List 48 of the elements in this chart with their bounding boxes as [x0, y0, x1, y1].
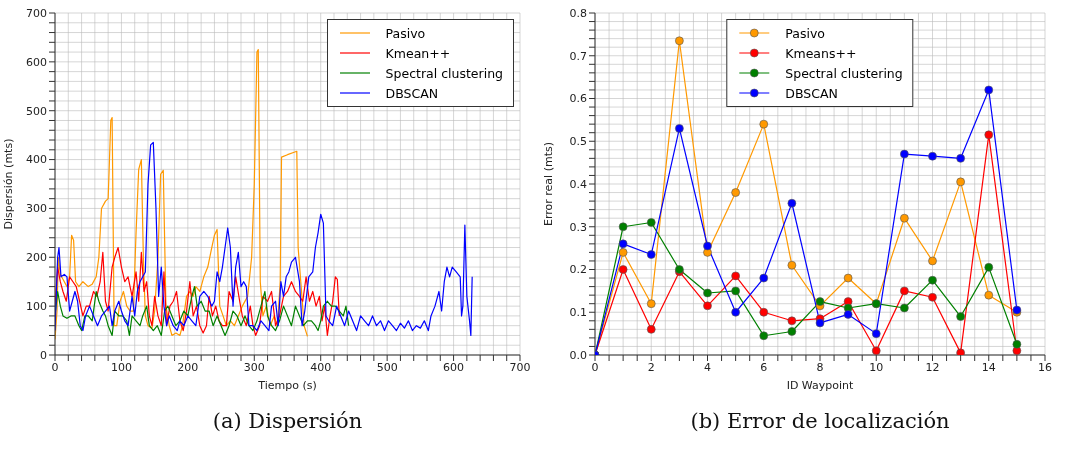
x-tick-label: 600 — [443, 360, 465, 374]
x-axis-title: Tiempo (s) — [257, 379, 317, 392]
y-tick-label: 0.5 — [569, 135, 587, 149]
x-tick-label: 300 — [243, 360, 265, 374]
y-tick-label: 600 — [26, 55, 47, 69]
x-tick-label: 2 — [647, 360, 655, 374]
x-tick-label: 16 — [1038, 360, 1052, 374]
y-axis-title: Dispersión (mts) — [1, 138, 15, 230]
y-tick-label: 0.0 — [569, 348, 587, 362]
y-tick-label: 0.4 — [569, 177, 587, 191]
x-axis-title: ID Waypoint — [786, 379, 855, 392]
legend-label: Kmean++ — [385, 45, 451, 61]
x-tick-label: 8 — [816, 360, 824, 374]
y-tick-label: 300 — [26, 202, 47, 216]
legend-label: Pasivo — [385, 25, 426, 41]
x-tick-label: 200 — [177, 360, 199, 374]
legend-label: Pasivo — [785, 25, 825, 41]
y-tick-label: 200 — [26, 251, 47, 265]
y-tick-label: 100 — [26, 300, 47, 314]
y-tick-label: 500 — [26, 104, 47, 118]
y-tick-label: 0.6 — [569, 92, 587, 106]
y-tick-label: 0.3 — [569, 220, 587, 234]
y-tick-label: 0.8 — [569, 6, 587, 20]
x-tick-label: 100 — [110, 360, 132, 374]
y-tick-label: 0.1 — [569, 306, 587, 320]
y-axis-title: Error real (mts) — [541, 142, 555, 226]
x-tick-label: 0 — [591, 360, 599, 374]
x-tick-label: 6 — [760, 360, 768, 374]
x-tick-label: 14 — [981, 360, 996, 374]
x-tick-label: 12 — [925, 360, 940, 374]
legend-label: DBSCAN — [785, 85, 838, 101]
x-tick-label: 4 — [704, 360, 711, 374]
legend-label: Kmeans++ — [785, 45, 857, 61]
legend-label: DBSCAN — [385, 85, 439, 101]
text: (a) Dispersión — [211, 409, 364, 433]
y-tick-label: 700 — [26, 6, 47, 20]
text: (b) Error de localización — [689, 409, 951, 433]
y-tick-label: 0 — [40, 348, 47, 362]
legend-label: Spectral clustering — [385, 65, 503, 81]
x-tick-label: 0 — [51, 360, 59, 374]
legend-label: Spectral clustering — [785, 65, 903, 81]
y-tick-label: 0.7 — [569, 49, 587, 63]
x-tick-label: 10 — [869, 360, 884, 374]
y-tick-label: 0.2 — [569, 263, 587, 277]
x-tick-label: 400 — [310, 360, 332, 374]
x-tick-label: 700 — [509, 360, 531, 374]
x-tick-label: 500 — [376, 360, 398, 374]
y-tick-label: 400 — [26, 153, 47, 167]
